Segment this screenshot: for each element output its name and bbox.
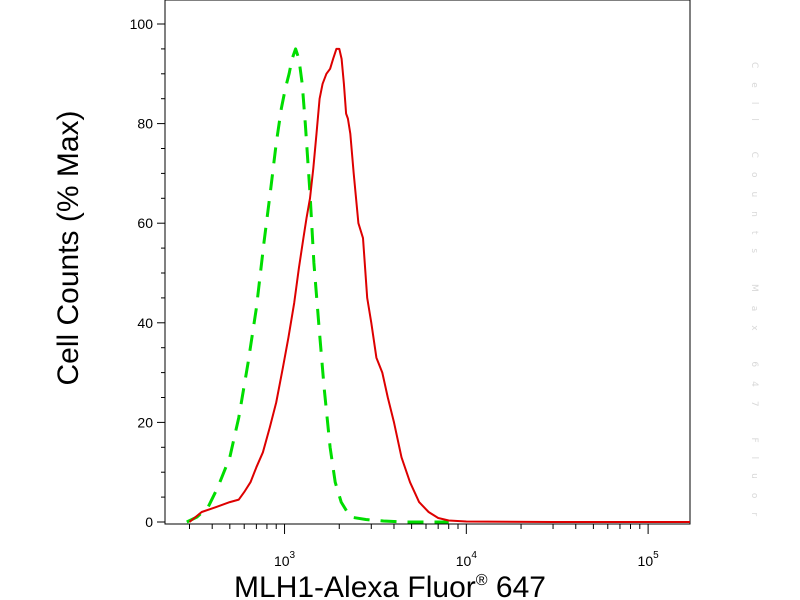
x-tick-label: 104: [456, 550, 478, 569]
x-axis-title-main: MLH1-Alexa Fluor: [234, 571, 476, 600]
x-axis-title: MLH1-Alexa Fluor® 647: [234, 571, 546, 600]
axis-ticks: 0 20 40 60 80 100 103 104 105: [130, 16, 659, 569]
series-layer: [186, 47, 690, 524]
y-tick-label: 60: [137, 215, 153, 231]
faint-edge-text: Cell Counts Max 647 Fluor: [749, 62, 759, 530]
mlh1-histogram-line: [188, 47, 690, 523]
x-tick-label: 105: [638, 550, 660, 569]
y-axis-title: Cell Counts (% Max): [52, 110, 85, 385]
y-tick-label: 80: [137, 116, 153, 132]
y-tick-label: 20: [137, 414, 153, 430]
y-tick-label: 100: [130, 16, 154, 32]
x-axis-title-mark: ®: [476, 572, 488, 589]
x-axis-title-tail: 647: [488, 571, 546, 600]
control-histogram-line: [186, 47, 449, 524]
x-tick-label: 103: [274, 550, 296, 569]
y-tick-label: 0: [145, 514, 153, 530]
faint-edge-text-label: Cell Counts Max 647 Fluor: [749, 62, 759, 530]
y-tick-label: 40: [137, 315, 153, 331]
plot-frame: [164, 0, 691, 525]
